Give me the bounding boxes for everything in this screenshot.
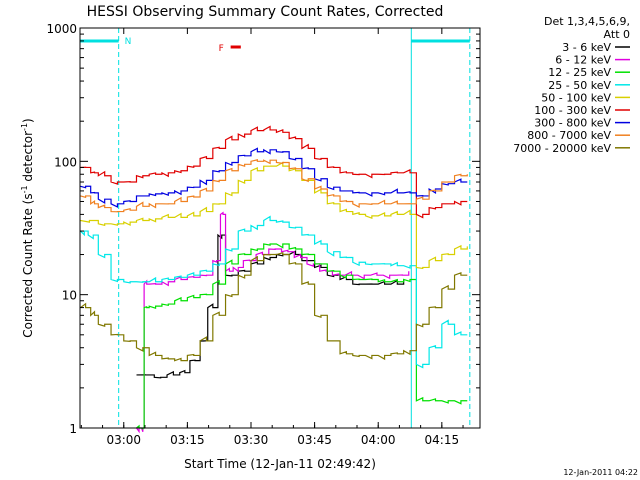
- x-tick-label: 03:30: [234, 433, 269, 447]
- x-axis: 03:00 03:15 03:30 03:45 04:00 04:15: [80, 28, 464, 447]
- y-label-exp-1: -1: [20, 185, 29, 193]
- x-tick-label: 04:00: [361, 433, 396, 447]
- chart-title: HESSI Observing Summary Count Rates, Cor…: [87, 4, 444, 20]
- night-label: N: [125, 37, 132, 47]
- legend-label: 3 - 6 keV: [562, 41, 611, 54]
- series-line-5: [80, 125, 468, 219]
- series-line-8: [80, 251, 468, 362]
- plot-area: NF: [79, 28, 471, 434]
- y-tick-label: 1: [69, 422, 77, 436]
- series-line-4: [80, 161, 468, 270]
- legend-label: 6 - 12 keV: [555, 54, 611, 67]
- y-label-part-3: ): [21, 118, 35, 123]
- series-line-7: [80, 159, 468, 213]
- series-line-2: [136, 243, 468, 430]
- timestamp: 12-Jan-2011 04:22: [563, 468, 638, 477]
- y-axis-label: Corrected Count Rate (s-1 detector-1): [20, 118, 35, 337]
- y-label-part-2: detector: [21, 131, 35, 186]
- legend-label: 12 - 25 keV: [548, 66, 611, 79]
- x-tick-label: 03:00: [106, 433, 141, 447]
- series-line-6: [80, 147, 468, 208]
- legend-label: 800 - 7000 keV: [527, 129, 611, 142]
- y-tick-label: 10: [62, 289, 77, 303]
- legend-label: 300 - 800 keV: [534, 117, 611, 130]
- legend-label: 50 - 100 keV: [541, 91, 611, 104]
- series-line-0: [136, 233, 405, 379]
- legend-title-line-2: Att 0: [604, 28, 630, 41]
- x-tick-label: 03:45: [297, 433, 332, 447]
- legend-label: 25 - 50 keV: [548, 79, 611, 92]
- plot-frame: [79, 27, 481, 429]
- flare-label: F: [219, 44, 224, 54]
- series-line-3: [80, 215, 468, 369]
- legend-label: 7000 - 20000 keV: [513, 142, 611, 155]
- y-tick-label: 1000: [46, 22, 77, 36]
- y-label-part-1: Corrected Count Rate (s: [21, 193, 35, 337]
- x-tick-label: 04:15: [425, 433, 460, 447]
- x-tick-label: 03:15: [170, 433, 205, 447]
- y-axis: 1 10 100 1000: [46, 22, 480, 436]
- y-tick-label: 100: [54, 155, 77, 169]
- x-axis-label: Start Time (12-Jan-11 02:49:42): [184, 457, 376, 471]
- series-line-1: [136, 211, 410, 434]
- y-label-exp-2: -1: [20, 123, 29, 131]
- legend-title-line-1: Det 1,3,4,5,6,9,: [544, 15, 630, 28]
- legend-label: 100 - 300 keV: [534, 104, 611, 117]
